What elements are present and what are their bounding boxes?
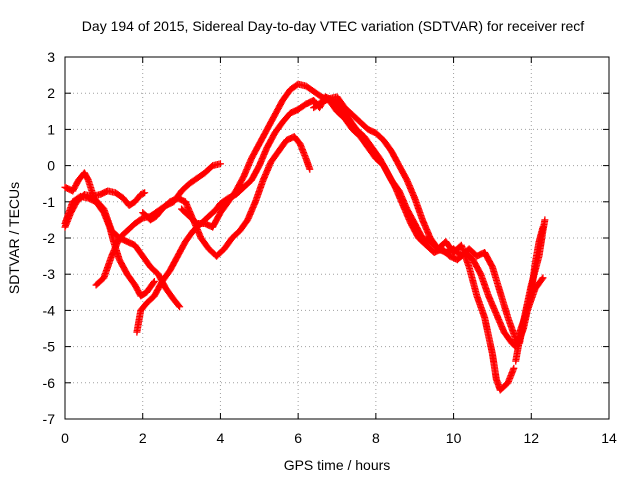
data-point-marker xyxy=(216,160,224,168)
data-point-marker xyxy=(510,364,518,372)
data-point-marker xyxy=(538,275,546,283)
x-tick-label: 14 xyxy=(601,430,617,446)
series-track-6 xyxy=(178,80,518,394)
data-point-marker xyxy=(176,303,184,311)
x-tick-label: 12 xyxy=(523,430,539,446)
x-tick-label: 2 xyxy=(139,430,147,446)
data-point-marker xyxy=(541,216,549,224)
series-track-9 xyxy=(310,93,549,347)
y-tick-label: -2 xyxy=(43,230,56,246)
data-point-marker xyxy=(140,210,148,218)
axis-ticks xyxy=(64,56,610,420)
x-tick-label: 6 xyxy=(294,430,302,446)
series-track-7 xyxy=(213,133,314,260)
chart-title: Day 194 of 2015, Sidereal Day-to-day VTE… xyxy=(82,18,584,34)
y-tick-label: -7 xyxy=(43,411,56,427)
data-point-marker xyxy=(175,302,183,310)
data-point-marker xyxy=(139,209,147,217)
y-tick-label: -3 xyxy=(43,266,56,282)
y-tick-label: -1 xyxy=(43,194,56,210)
series-track-10 xyxy=(512,223,547,365)
y-tick-label: -4 xyxy=(43,302,56,318)
x-tick-label: 4 xyxy=(217,430,225,446)
y-tick-label: 3 xyxy=(47,49,55,65)
y-tick-label: 2 xyxy=(47,85,55,101)
x-tick-labels: 0 2 4 6 8 10 12 14 xyxy=(61,430,617,446)
series-track-4 xyxy=(92,160,224,289)
grid xyxy=(65,57,609,419)
y-tick-label: -5 xyxy=(43,339,56,355)
y-axis-label: SDTVAR / TECUs xyxy=(6,182,22,294)
data-point-marker xyxy=(539,274,547,282)
x-tick-label: 0 xyxy=(61,430,69,446)
y-tick-label: 0 xyxy=(47,158,55,174)
y-tick-label: 1 xyxy=(47,121,55,137)
series-track-1 xyxy=(61,169,184,311)
data-point-marker xyxy=(150,277,158,285)
data-markers xyxy=(61,80,549,394)
series-track-8 xyxy=(139,194,221,260)
data-point-marker xyxy=(141,189,149,197)
data-point-marker xyxy=(306,165,314,173)
x-tick-label: 10 xyxy=(446,430,462,446)
x-tick-label: 8 xyxy=(372,430,380,446)
x-axis-label: GPS time / hours xyxy=(284,457,391,473)
data-point-marker xyxy=(150,279,158,287)
y-tick-labels: -7 -6 -5 -4 -3 -2 -1 0 1 2 3 xyxy=(43,49,56,427)
y-tick-label: -6 xyxy=(43,375,56,391)
data-point-marker xyxy=(539,223,547,231)
